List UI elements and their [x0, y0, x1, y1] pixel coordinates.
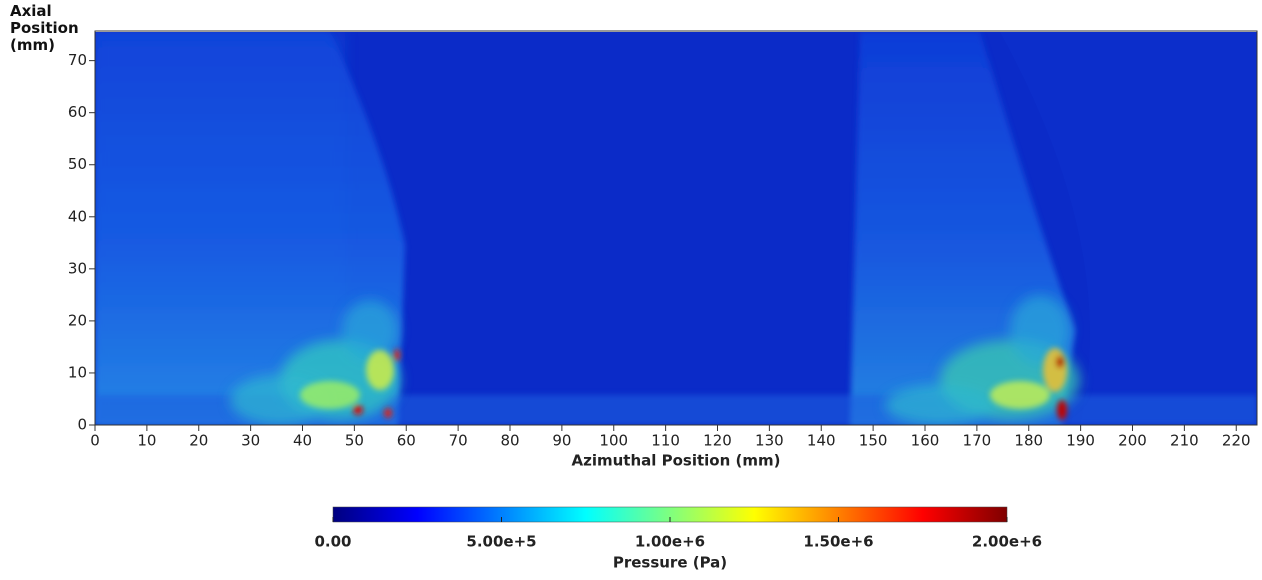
y-tick-label: 70: [68, 51, 87, 69]
x-tick-label: 70: [449, 432, 468, 450]
colorbar-tick-label: 1.50e+6: [803, 533, 873, 551]
y-tick-label: 30: [68, 259, 87, 277]
x-tick-label: 160: [911, 432, 940, 450]
x-tick-label: 0: [90, 432, 100, 450]
y-axis-label: Axial Position (mm): [10, 2, 79, 54]
x-tick-label: 180: [1014, 432, 1043, 450]
x-tick-label: 110: [651, 432, 680, 450]
x-tick-label: 130: [755, 432, 784, 450]
y-tick-label: 50: [68, 155, 87, 173]
x-tick-label: 200: [1118, 432, 1147, 450]
x-tick-label: 100: [599, 432, 628, 450]
y-tick-label: 0: [77, 416, 87, 434]
x-tick-label: 20: [189, 432, 208, 450]
colorbar-tick-label: 0.00: [314, 533, 351, 551]
x-tick-label: 60: [397, 432, 416, 450]
colorbar-tick-label: 1.00e+6: [635, 533, 705, 551]
x-tick-label: 40: [293, 432, 312, 450]
x-tick-label: 30: [241, 432, 260, 450]
colorbar-tick-label: 5.00e+5: [466, 533, 536, 551]
colorbar-tick-label: 2.00e+6: [972, 533, 1042, 551]
x-axis-label: Azimuthal Position (mm): [572, 452, 781, 470]
colorbar-label: Pressure (Pa): [613, 554, 727, 572]
x-tick-label: 80: [500, 432, 519, 450]
y-tick-label: 60: [68, 103, 87, 121]
y-tick-label: 10: [68, 363, 87, 381]
y-tick-label: 20: [68, 311, 87, 329]
plot-frame: [94, 30, 1258, 426]
x-tick-label: 210: [1170, 432, 1199, 450]
x-tick-label: 120: [703, 432, 732, 450]
x-tick-label: 150: [859, 432, 888, 450]
x-tick-label: 90: [552, 432, 571, 450]
x-tick-label: 170: [963, 432, 992, 450]
x-tick-label: 50: [345, 432, 364, 450]
y-tick-label: 40: [68, 207, 87, 225]
x-tick-label: 10: [137, 432, 156, 450]
x-tick-label: 220: [1222, 432, 1251, 450]
x-tick-label: 190: [1066, 432, 1095, 450]
pressure-field: [95, 32, 1257, 425]
x-tick-label: 140: [807, 432, 836, 450]
